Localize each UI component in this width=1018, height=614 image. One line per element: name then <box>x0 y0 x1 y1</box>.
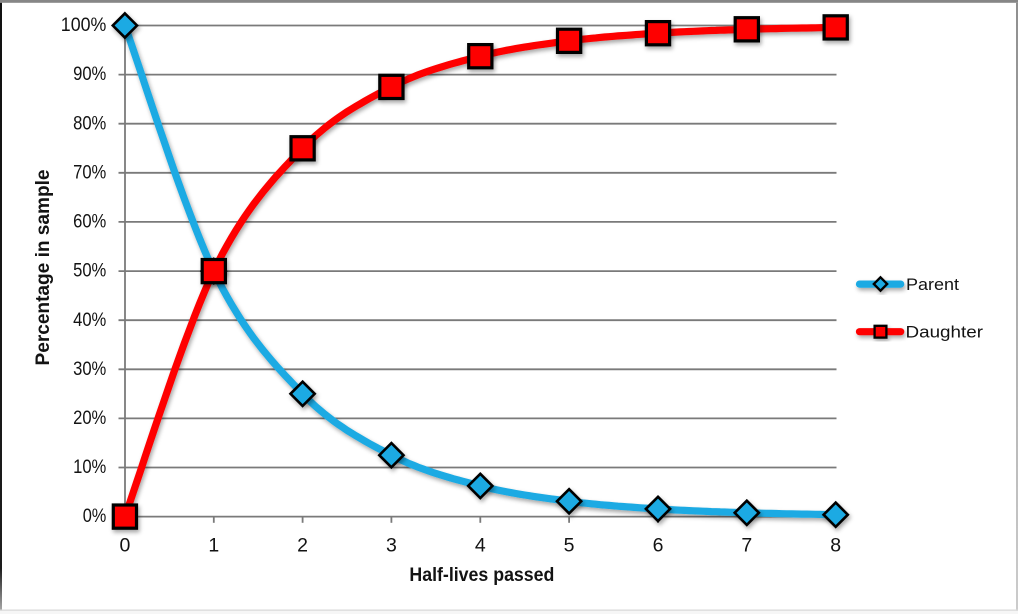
svg-text:60%: 60% <box>73 211 106 233</box>
svg-text:30%: 30% <box>73 358 106 380</box>
svg-text:20%: 20% <box>73 407 106 429</box>
svg-text:4: 4 <box>475 535 486 557</box>
svg-text:40%: 40% <box>73 309 106 331</box>
svg-text:7: 7 <box>741 535 752 557</box>
svg-text:5: 5 <box>564 535 575 557</box>
svg-text:8: 8 <box>830 535 841 557</box>
svg-text:80%: 80% <box>73 112 106 134</box>
svg-text:2: 2 <box>297 535 308 557</box>
svg-text:90%: 90% <box>73 63 106 85</box>
svg-text:Daughter: Daughter <box>906 323 984 342</box>
svg-text:Half-lives passed: Half-lives passed <box>409 565 554 586</box>
svg-text:Parent: Parent <box>906 275 959 294</box>
svg-text:0%: 0% <box>83 505 107 527</box>
svg-text:10%: 10% <box>73 456 106 478</box>
svg-text:1: 1 <box>208 535 219 557</box>
svg-text:0: 0 <box>119 535 130 557</box>
svg-text:3: 3 <box>386 535 397 557</box>
svg-text:50%: 50% <box>73 260 106 282</box>
svg-text:70%: 70% <box>73 161 106 183</box>
svg-text:6: 6 <box>653 535 664 557</box>
svg-text:100%: 100% <box>61 14 107 36</box>
svg-text:Percentage in sample: Percentage in sample <box>33 170 54 366</box>
